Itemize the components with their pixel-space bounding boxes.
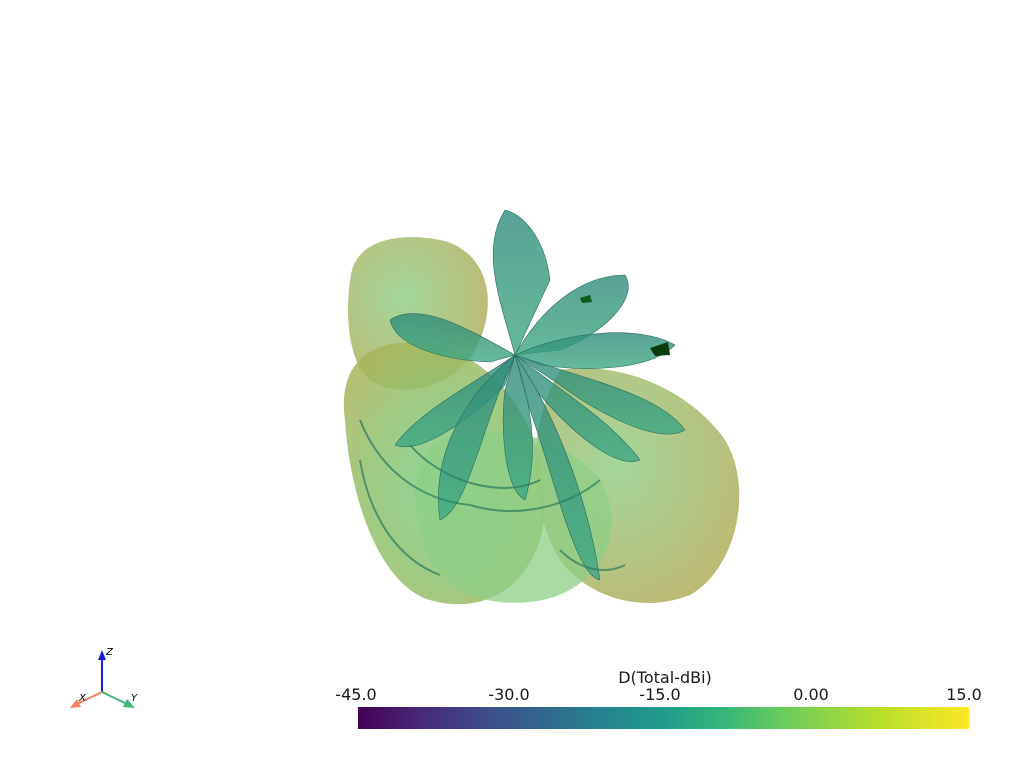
x-axis-line — [76, 691, 103, 705]
scalar-bar-tick: 0.00 — [793, 685, 829, 704]
z-axis-label: Z — [105, 647, 114, 658]
scalar-bar-tick: 15.0 — [946, 685, 982, 704]
x-axis-arrow-icon — [70, 699, 81, 708]
side-lobes — [389, 209, 686, 581]
axes-triad: Z X Y — [70, 647, 138, 708]
dark-feature-2 — [580, 295, 592, 303]
y-axis-arrow-icon — [123, 699, 135, 708]
scalar-bar-title: D(Total-dBi) — [618, 668, 712, 687]
scalar-bar-tick: -45.0 — [335, 685, 377, 704]
lobe-edges — [359, 419, 626, 576]
z-axis-arrow-icon — [98, 650, 106, 660]
scalar-bar-tick: -15.0 — [639, 685, 681, 704]
scalar-bar-tick: -30.0 — [488, 685, 530, 704]
y-axis-label: Y — [131, 693, 138, 704]
scalar-bar: D(Total-dBi) -45.0 -30.0 -15.0 0.00 15.0 — [330, 668, 990, 738]
colormap-gradient — [358, 707, 969, 729]
x-axis-label: X — [78, 693, 87, 704]
y-axis-line — [101, 691, 128, 705]
dark-feature — [650, 342, 670, 356]
